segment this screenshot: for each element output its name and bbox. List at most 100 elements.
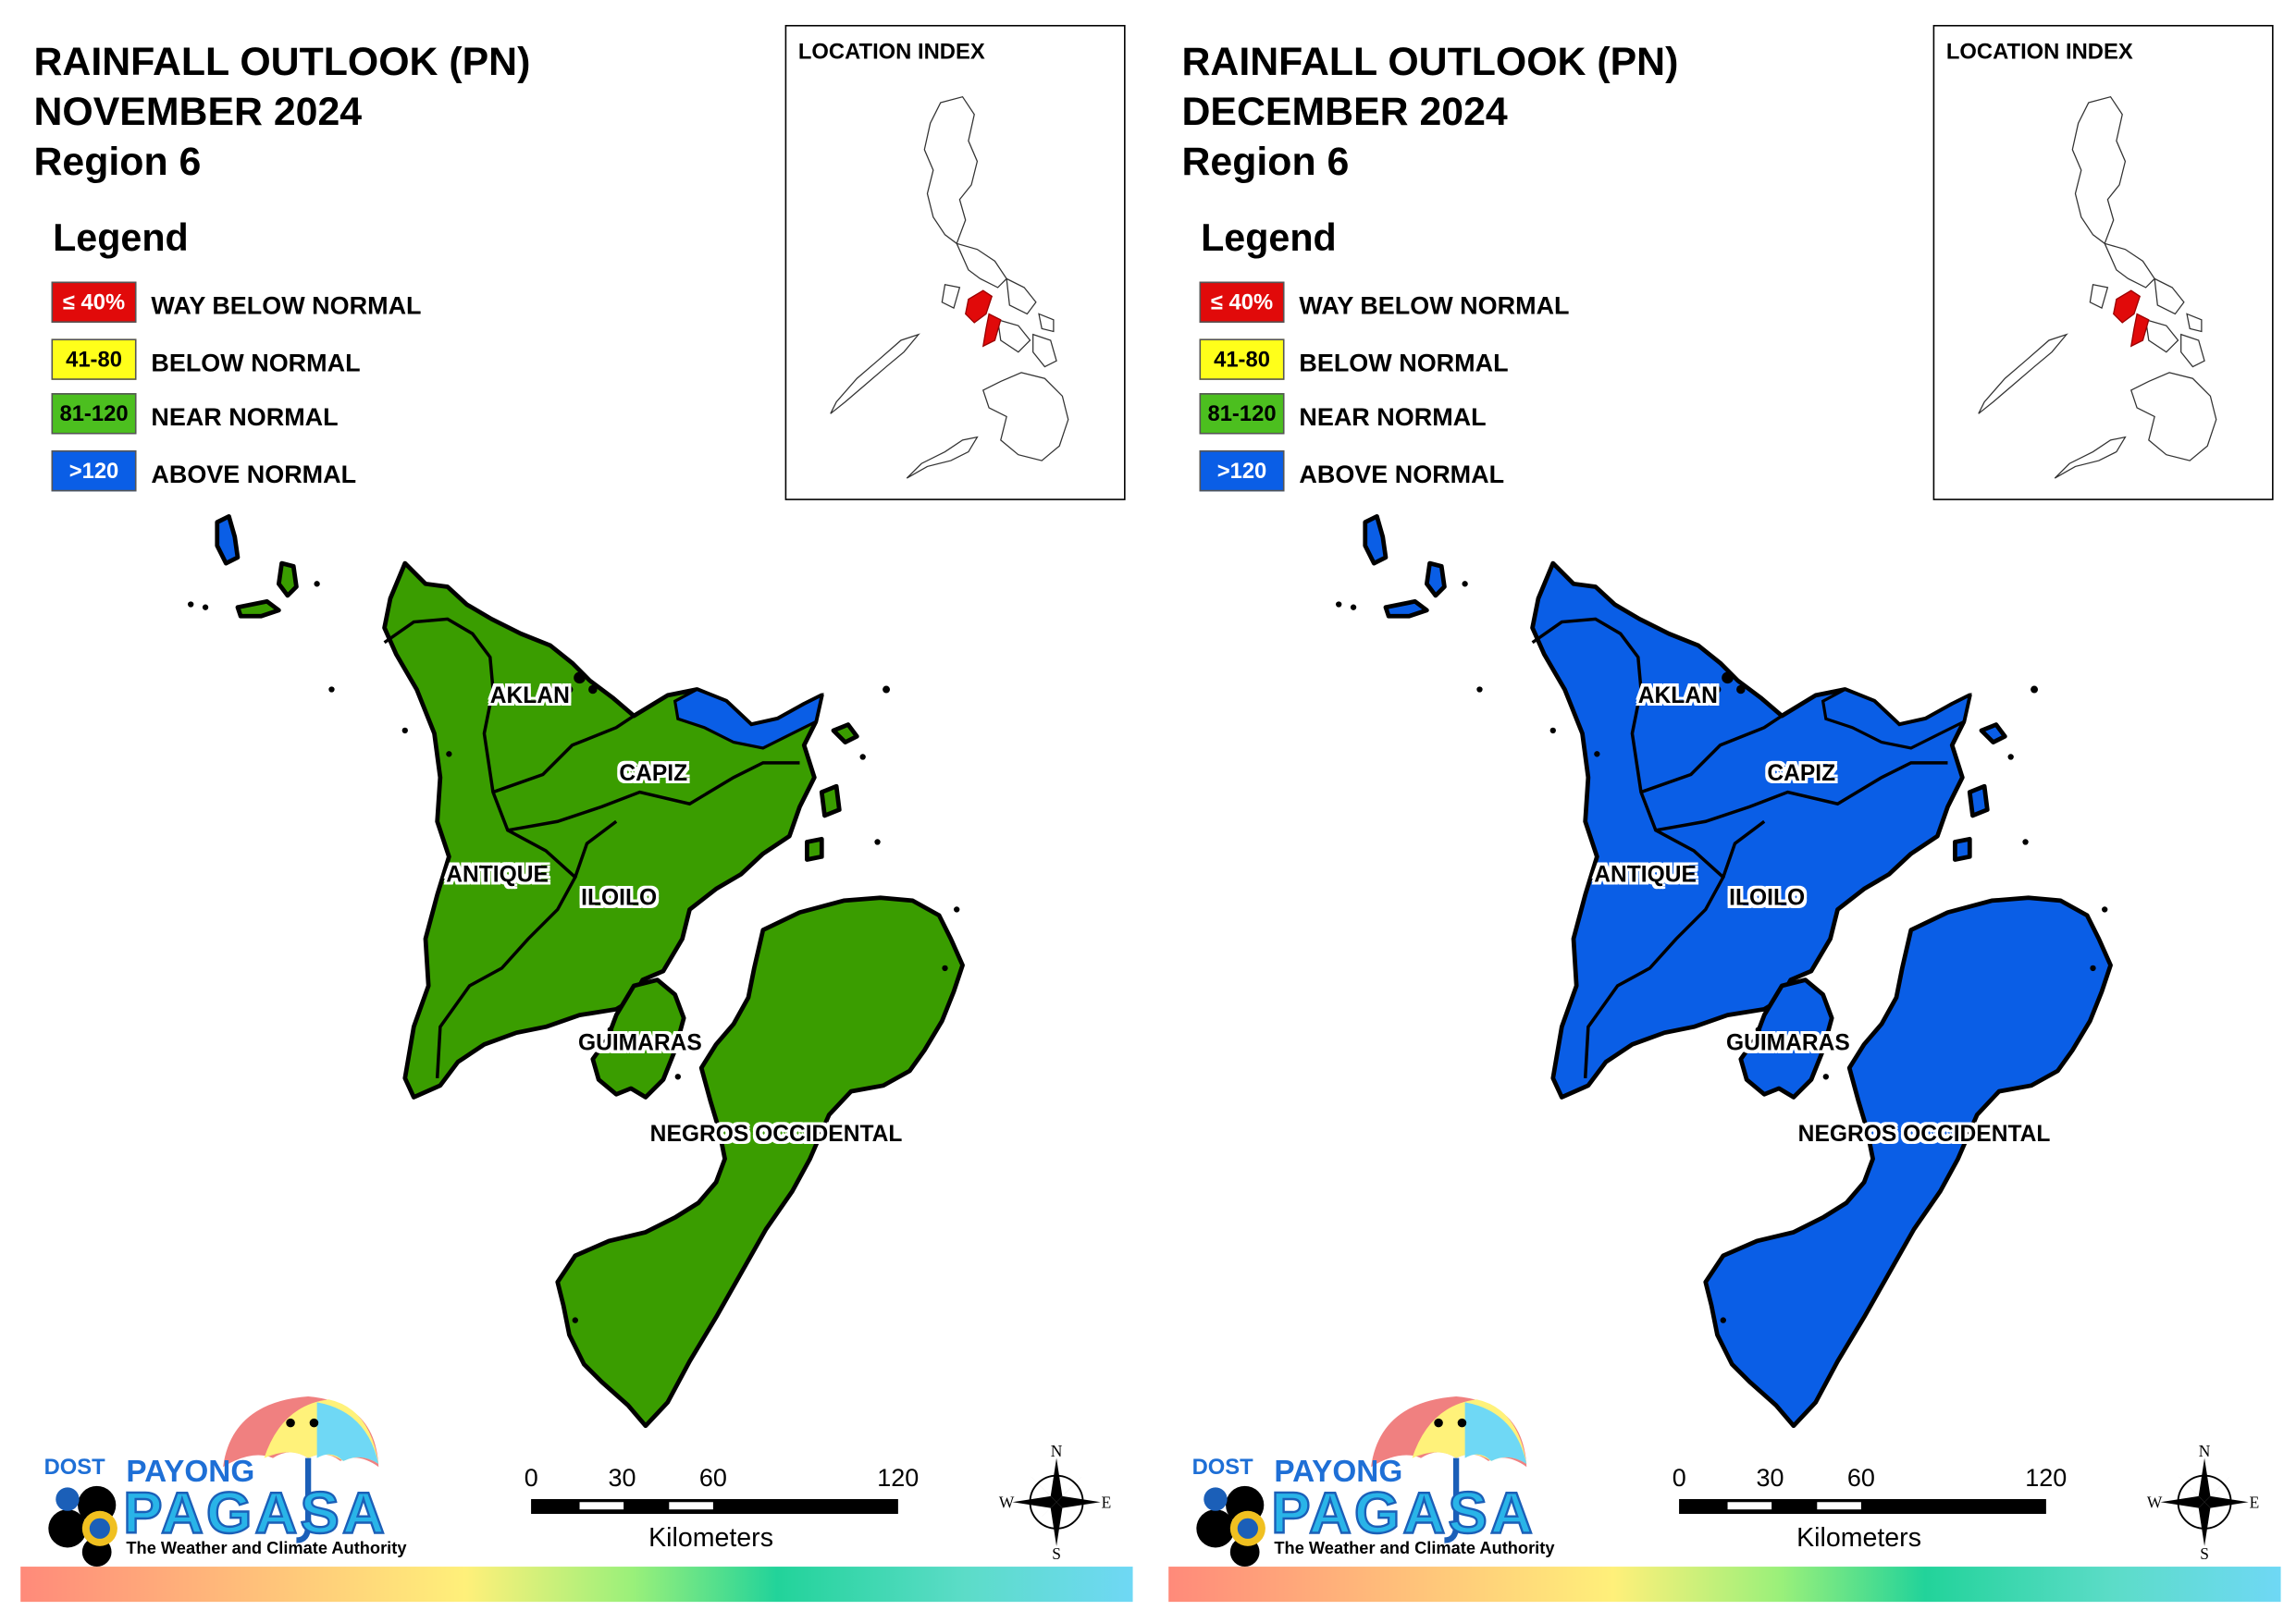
region6-map	[188, 513, 965, 1429]
island-shape	[276, 560, 299, 598]
legend-swatch: 81-120	[1199, 393, 1285, 435]
island-shape	[235, 598, 281, 619]
legend-label: BELOW NORMAL	[1299, 349, 1509, 377]
scale-tick: 0	[1672, 1464, 1686, 1493]
compass-n: N	[1051, 1442, 1063, 1460]
island-shape	[1967, 783, 1990, 818]
island-shape	[805, 836, 824, 862]
province-label-aklan: AKLAN	[489, 683, 570, 709]
location-index-inset: LOCATION INDEX	[784, 24, 1126, 500]
scale-bar: 0 30 60 120 Kilometers	[499, 1464, 924, 1567]
legend-label: WAY BELOW NORMAL	[1299, 291, 1570, 320]
legend-label: ABOVE NORMAL	[1299, 461, 1505, 489]
island-shape	[1979, 722, 2007, 744]
scale-tick: 120	[877, 1464, 920, 1493]
guimaras-shape	[1738, 977, 1834, 1100]
pagasa-label: PAGASA	[1270, 1481, 1537, 1547]
compass-rose-icon: N S E W	[2147, 1442, 2260, 1563]
island-shape	[1424, 560, 1447, 598]
payong-pagasa-logo: DOST PAYONG PAGASA The Weather and Clima…	[30, 1394, 406, 1569]
island-shape	[1953, 836, 1972, 862]
outlook-panel-december: RAINFALL OUTLOOK (PN) DECEMBER 2024 Regi…	[1148, 0, 2296, 1623]
payong-pagasa-logo: DOST PAYONG PAGASA The Weather and Clima…	[1178, 1394, 1554, 1569]
negros-occidental-shape	[1703, 895, 2113, 1429]
legend-label: WAY BELOW NORMAL	[151, 291, 422, 320]
title-line-1: RAINFALL OUTLOOK (PN)	[33, 39, 531, 84]
island-shape	[819, 783, 842, 818]
scale-bar-graphic	[1679, 1499, 2046, 1514]
dost-label: DOST	[1191, 1455, 1253, 1481]
province-label-iloilo: ILOILO	[1729, 886, 1806, 912]
province-label-negros-occidental: NEGROS OCCIDENTAL	[1797, 1122, 2051, 1148]
dost-label: DOST	[43, 1455, 105, 1481]
scale-bar-graphic	[531, 1499, 898, 1514]
legend-swatch: 81-120	[51, 393, 137, 435]
map-title: RAINFALL OUTLOOK (PN) NOVEMBER 2024 Regi…	[33, 37, 530, 187]
legend-swatch: 41-80	[51, 338, 137, 380]
legend-label: NEAR NORMAL	[1299, 403, 1487, 432]
capiz-north-blue-area	[1821, 687, 1972, 750]
tagline: The Weather and Climate Authority	[126, 1540, 407, 1558]
compass-e: E	[2250, 1494, 2260, 1512]
map-title: RAINFALL OUTLOOK (PN) DECEMBER 2024 Regi…	[1181, 37, 1678, 187]
tagline: The Weather and Climate Authority	[1274, 1540, 1555, 1558]
payong-label: PAYONG	[1274, 1455, 1403, 1489]
compass-w: W	[2147, 1494, 2163, 1512]
compass-rose: N S E W	[2146, 1441, 2264, 1563]
island-shape	[215, 513, 241, 566]
umbrella-logo-icon	[48, 1396, 379, 1568]
legend-title: Legend	[53, 215, 189, 260]
panel-content: RAINFALL OUTLOOK (PN) DECEMBER 2024 Regi…	[1148, 0, 2296, 1621]
negros-occidental-shape	[555, 895, 965, 1429]
legend-label: BELOW NORMAL	[151, 349, 361, 377]
legend-swatch: >120	[51, 449, 137, 492]
scale-tick: 30	[608, 1464, 636, 1493]
compass-s: S	[1052, 1544, 1061, 1561]
title-line-1: RAINFALL OUTLOOK (PN)	[1181, 39, 1679, 84]
pagasa-color-band	[1168, 1567, 2281, 1603]
title-line-2: NOVEMBER 2024	[33, 89, 363, 134]
legend-label: ABOVE NORMAL	[151, 461, 357, 489]
title-line-2: DECEMBER 2024	[1181, 89, 1508, 134]
title-line-3: Region 6	[33, 139, 202, 184]
legend-swatch: ≤ 40%	[1199, 281, 1285, 323]
legend-label: NEAR NORMAL	[151, 403, 339, 432]
guimaras-shape	[590, 977, 686, 1100]
panel-content: RAINFALL OUTLOOK (PN) NOVEMBER 2024 Regi…	[0, 0, 1148, 1621]
scale-tick: 60	[1846, 1464, 1875, 1493]
scale-unit: Kilometers	[1796, 1522, 1921, 1553]
outlook-panel-november: RAINFALL OUTLOOK (PN) NOVEMBER 2024 Regi…	[0, 0, 1148, 1621]
compass-rose-icon: N S E W	[999, 1442, 1112, 1563]
scale-tick: 60	[698, 1464, 727, 1493]
scale-tick: 30	[1756, 1464, 1784, 1493]
scale-tick: 0	[524, 1464, 538, 1493]
province-label-guimaras: GUIMARAS	[577, 1031, 702, 1057]
title-line-3: Region 6	[1181, 139, 1350, 184]
province-label-capiz: CAPIZ	[619, 761, 688, 787]
capiz-north-blue-area	[673, 687, 824, 750]
compass-s: S	[2200, 1544, 2209, 1561]
province-label-guimaras: GUIMARAS	[1725, 1031, 1850, 1057]
province-label-antique: ANTIQUE	[446, 862, 549, 888]
legend-swatch: >120	[1199, 449, 1285, 492]
province-label-negros-occidental: NEGROS OCCIDENTAL	[649, 1122, 903, 1148]
legend-swatch: ≤ 40%	[51, 281, 137, 323]
island-shape	[1383, 598, 1429, 619]
province-label-iloilo: ILOILO	[581, 886, 658, 912]
province-label-capiz: CAPIZ	[1767, 761, 1836, 787]
umbrella-logo-icon	[1196, 1396, 1527, 1568]
island-shape	[831, 722, 859, 744]
payong-label: PAYONG	[126, 1455, 255, 1489]
compass-n: N	[2199, 1442, 2211, 1460]
legend-title: Legend	[1201, 215, 1337, 260]
pagasa-label: PAGASA	[122, 1481, 389, 1547]
compass-w: W	[999, 1494, 1015, 1512]
province-label-aklan: AKLAN	[1637, 683, 1718, 709]
island-shape	[1363, 513, 1389, 566]
philippines-inset-map	[830, 95, 1069, 479]
philippines-inset-map	[1978, 95, 2217, 479]
pagasa-color-band	[20, 1567, 1133, 1603]
region6-map	[1336, 513, 2113, 1429]
location-index-inset: LOCATION INDEX	[1932, 24, 2274, 500]
compass-e: E	[1102, 1494, 1112, 1512]
